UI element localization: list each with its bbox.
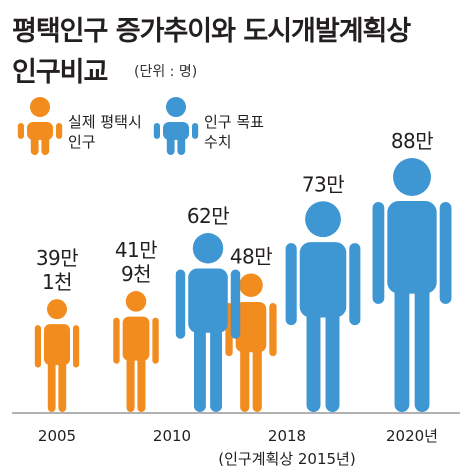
legend-label: 수치 — [204, 133, 232, 151]
data-label: 62만 — [187, 204, 229, 228]
data-label: 41만 — [115, 238, 157, 262]
data-label: 1천 — [42, 270, 72, 294]
bar-person — [113, 291, 159, 412]
bar-person — [372, 158, 452, 412]
x-tick-note: (인구계획상 2015년) — [218, 450, 355, 468]
x-tick-label: 2020년 — [386, 427, 438, 445]
legend-person-icon — [153, 97, 199, 155]
data-label: 9천 — [121, 262, 151, 286]
x-tick-label: 2018 — [268, 427, 306, 445]
x-tick-label: 2005 — [38, 427, 76, 445]
x-tick-label: 2010 — [153, 427, 191, 445]
data-label: 39만 — [36, 246, 78, 270]
bar-person — [225, 273, 277, 412]
legend-label: 인구 목표 — [204, 113, 264, 131]
data-label: 48만 — [230, 244, 272, 268]
legend-label: 인구 — [68, 133, 96, 151]
bar-person — [34, 299, 80, 412]
data-label: 88만 — [391, 129, 433, 153]
chart-title: 평택인구 증가추이와 도시개발계획상 — [12, 16, 411, 47]
legend-label: 실제 평택시 — [68, 113, 142, 131]
chart-title-line2: 인구비교 — [12, 57, 108, 88]
data-label: 73만 — [302, 172, 344, 196]
bar-person — [285, 201, 361, 412]
unit-label: (단위 : 명) — [134, 64, 198, 80]
legend-person-icon — [17, 97, 63, 155]
bar-person — [175, 233, 241, 412]
